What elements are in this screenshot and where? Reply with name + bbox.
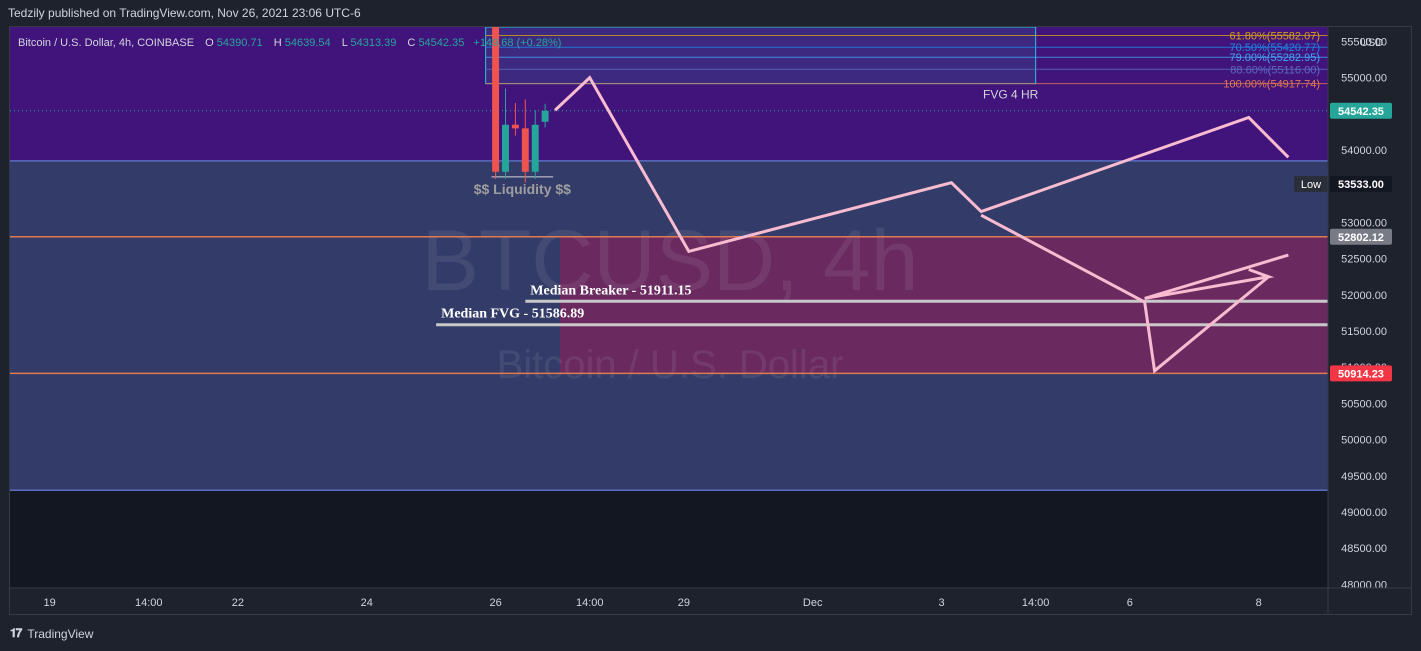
time-tick-label: 6 (1127, 597, 1133, 609)
price-tick-label: 50500.00 (1341, 398, 1387, 410)
currency-label: USD (1360, 37, 1383, 49)
time-tick-label: 22 (232, 597, 244, 609)
candle-body (521, 128, 529, 172)
fib-label: 61.80%(55582.07) (1229, 31, 1320, 43)
level-price-tag-bg (1330, 228, 1392, 245)
time-tick-label: 24 (361, 597, 373, 609)
zone-fvg-4h (559, 236, 1328, 374)
price-tick-label: 49000.00 (1341, 507, 1387, 519)
fvg-box[interactable] (485, 26, 1037, 85)
low-tag-bg (1294, 175, 1328, 192)
open-label: O (205, 37, 214, 49)
time-axis: 19 14:00 22 24 26 14:00 29 Dec 3 14:00 6 8 (10, 27, 1412, 615)
candles-layer (492, 27, 549, 183)
candle-body (541, 110, 549, 122)
low-price-tag-bg (1330, 175, 1392, 192)
fib-label: 79.00%(55282.95) (1229, 52, 1320, 64)
level-price-tag: 52802.12 (1338, 232, 1384, 244)
fvg-box-label: FVG 4 HR (983, 88, 1039, 102)
svg-text:Bitcoin / U.S. Dollar, 4h, COI: Bitcoin / U.S. Dollar, 4h, COINBASE O 54… (18, 37, 561, 49)
projection-path (980, 213, 1289, 374)
price-tick-label: 49500.00 (1341, 471, 1387, 483)
low-tag-label: Low (1301, 179, 1321, 191)
price-tick-label: 55000.00 (1341, 73, 1387, 85)
candle-body (511, 124, 519, 129)
price-tick-label: 50000.00 (1341, 435, 1387, 447)
projection-path (554, 75, 1290, 254)
time-tick-label: 8 (1256, 597, 1262, 609)
price-tick-label: 52000.00 (1341, 290, 1387, 302)
median-label: Median Breaker - 51911.15 (530, 283, 691, 298)
low-price-tag: 53533.00 (1338, 179, 1384, 191)
time-tick-label: 29 (678, 597, 690, 609)
fib-label: 100.00%(54917.74) (1223, 79, 1320, 91)
levels-layer (10, 26, 1328, 375)
symbol-legend: Bitcoin / U.S. Dollar, 4h, COINBASE O 54… (18, 37, 561, 49)
labels-layer: FVG 4 HR 61.80%(55582.07)70.50%(55420.77)… (441, 31, 1320, 322)
close-value: 54542.35 (418, 37, 464, 49)
watermark-sub: Bitcoin / U.S. Dollar (497, 343, 844, 387)
fib-label: 70.50%(55420.77) (1229, 42, 1320, 54)
price-tick-label: 48500.00 (1341, 543, 1387, 555)
candle-body (492, 27, 500, 172)
chart-frame (9, 26, 1412, 615)
open-value: 54390.71 (217, 37, 263, 49)
time-tick-label: 3 (938, 597, 944, 609)
price-tick-label: 55500.00 (1341, 36, 1387, 48)
price-tick-label: 52500.00 (1341, 254, 1387, 266)
low-label: L (342, 37, 348, 49)
symbol-name: Bitcoin / U.S. Dollar, 4h, COINBASE (18, 37, 194, 49)
level-price-tag: 50914.23 (1338, 368, 1384, 380)
watermark-main: BTCUSD, 4h (421, 213, 918, 309)
last-price-tag: 54542.35 (1338, 106, 1384, 118)
candle-body (502, 124, 509, 172)
time-tick-label: 14:00 (1022, 597, 1050, 609)
time-tick-label: Dec (803, 597, 823, 609)
zone-premium (10, 27, 1328, 161)
low-value: 54313.39 (350, 37, 396, 49)
median-label: Median FVG - 51586.89 (441, 307, 584, 322)
time-tick-label: 19 (44, 597, 56, 609)
time-tick-label: 14:00 (576, 597, 604, 609)
watermark-layer: BTCUSD, 4h Bitcoin / U.S. Dollar (421, 213, 918, 387)
time-tick-label: 26 (489, 597, 501, 609)
level-price-tag-bg (1330, 365, 1392, 382)
high-value: 54639.54 (285, 37, 331, 49)
liquidity-label: $$ Liquidity $$ (474, 181, 571, 197)
price-tick-label: 53000.00 (1341, 217, 1387, 229)
fib-label: 88.60%(55116.00) (1230, 64, 1320, 76)
time-tick-label: 14:00 (135, 597, 163, 609)
publish-header: Tedzily published on TradingView.com, No… (8, 6, 361, 20)
tradingview-logo-text[interactable]: TradingView (27, 626, 94, 641)
projection-layer (554, 75, 1290, 374)
price-tick-label: 51500.00 (1341, 326, 1387, 338)
change-value: +149.68 (+0.28%) (473, 37, 561, 49)
last-price-tag-bg (1330, 102, 1392, 119)
candle-body (531, 124, 539, 172)
footer: 𝟏𝟕 TradingView (10, 626, 93, 641)
close-label: C (407, 37, 415, 49)
price-tick-label: 54000.00 (1341, 145, 1387, 157)
high-label: H (274, 37, 282, 49)
tradingview-logo-icon[interactable]: 𝟏𝟕 (10, 626, 22, 640)
